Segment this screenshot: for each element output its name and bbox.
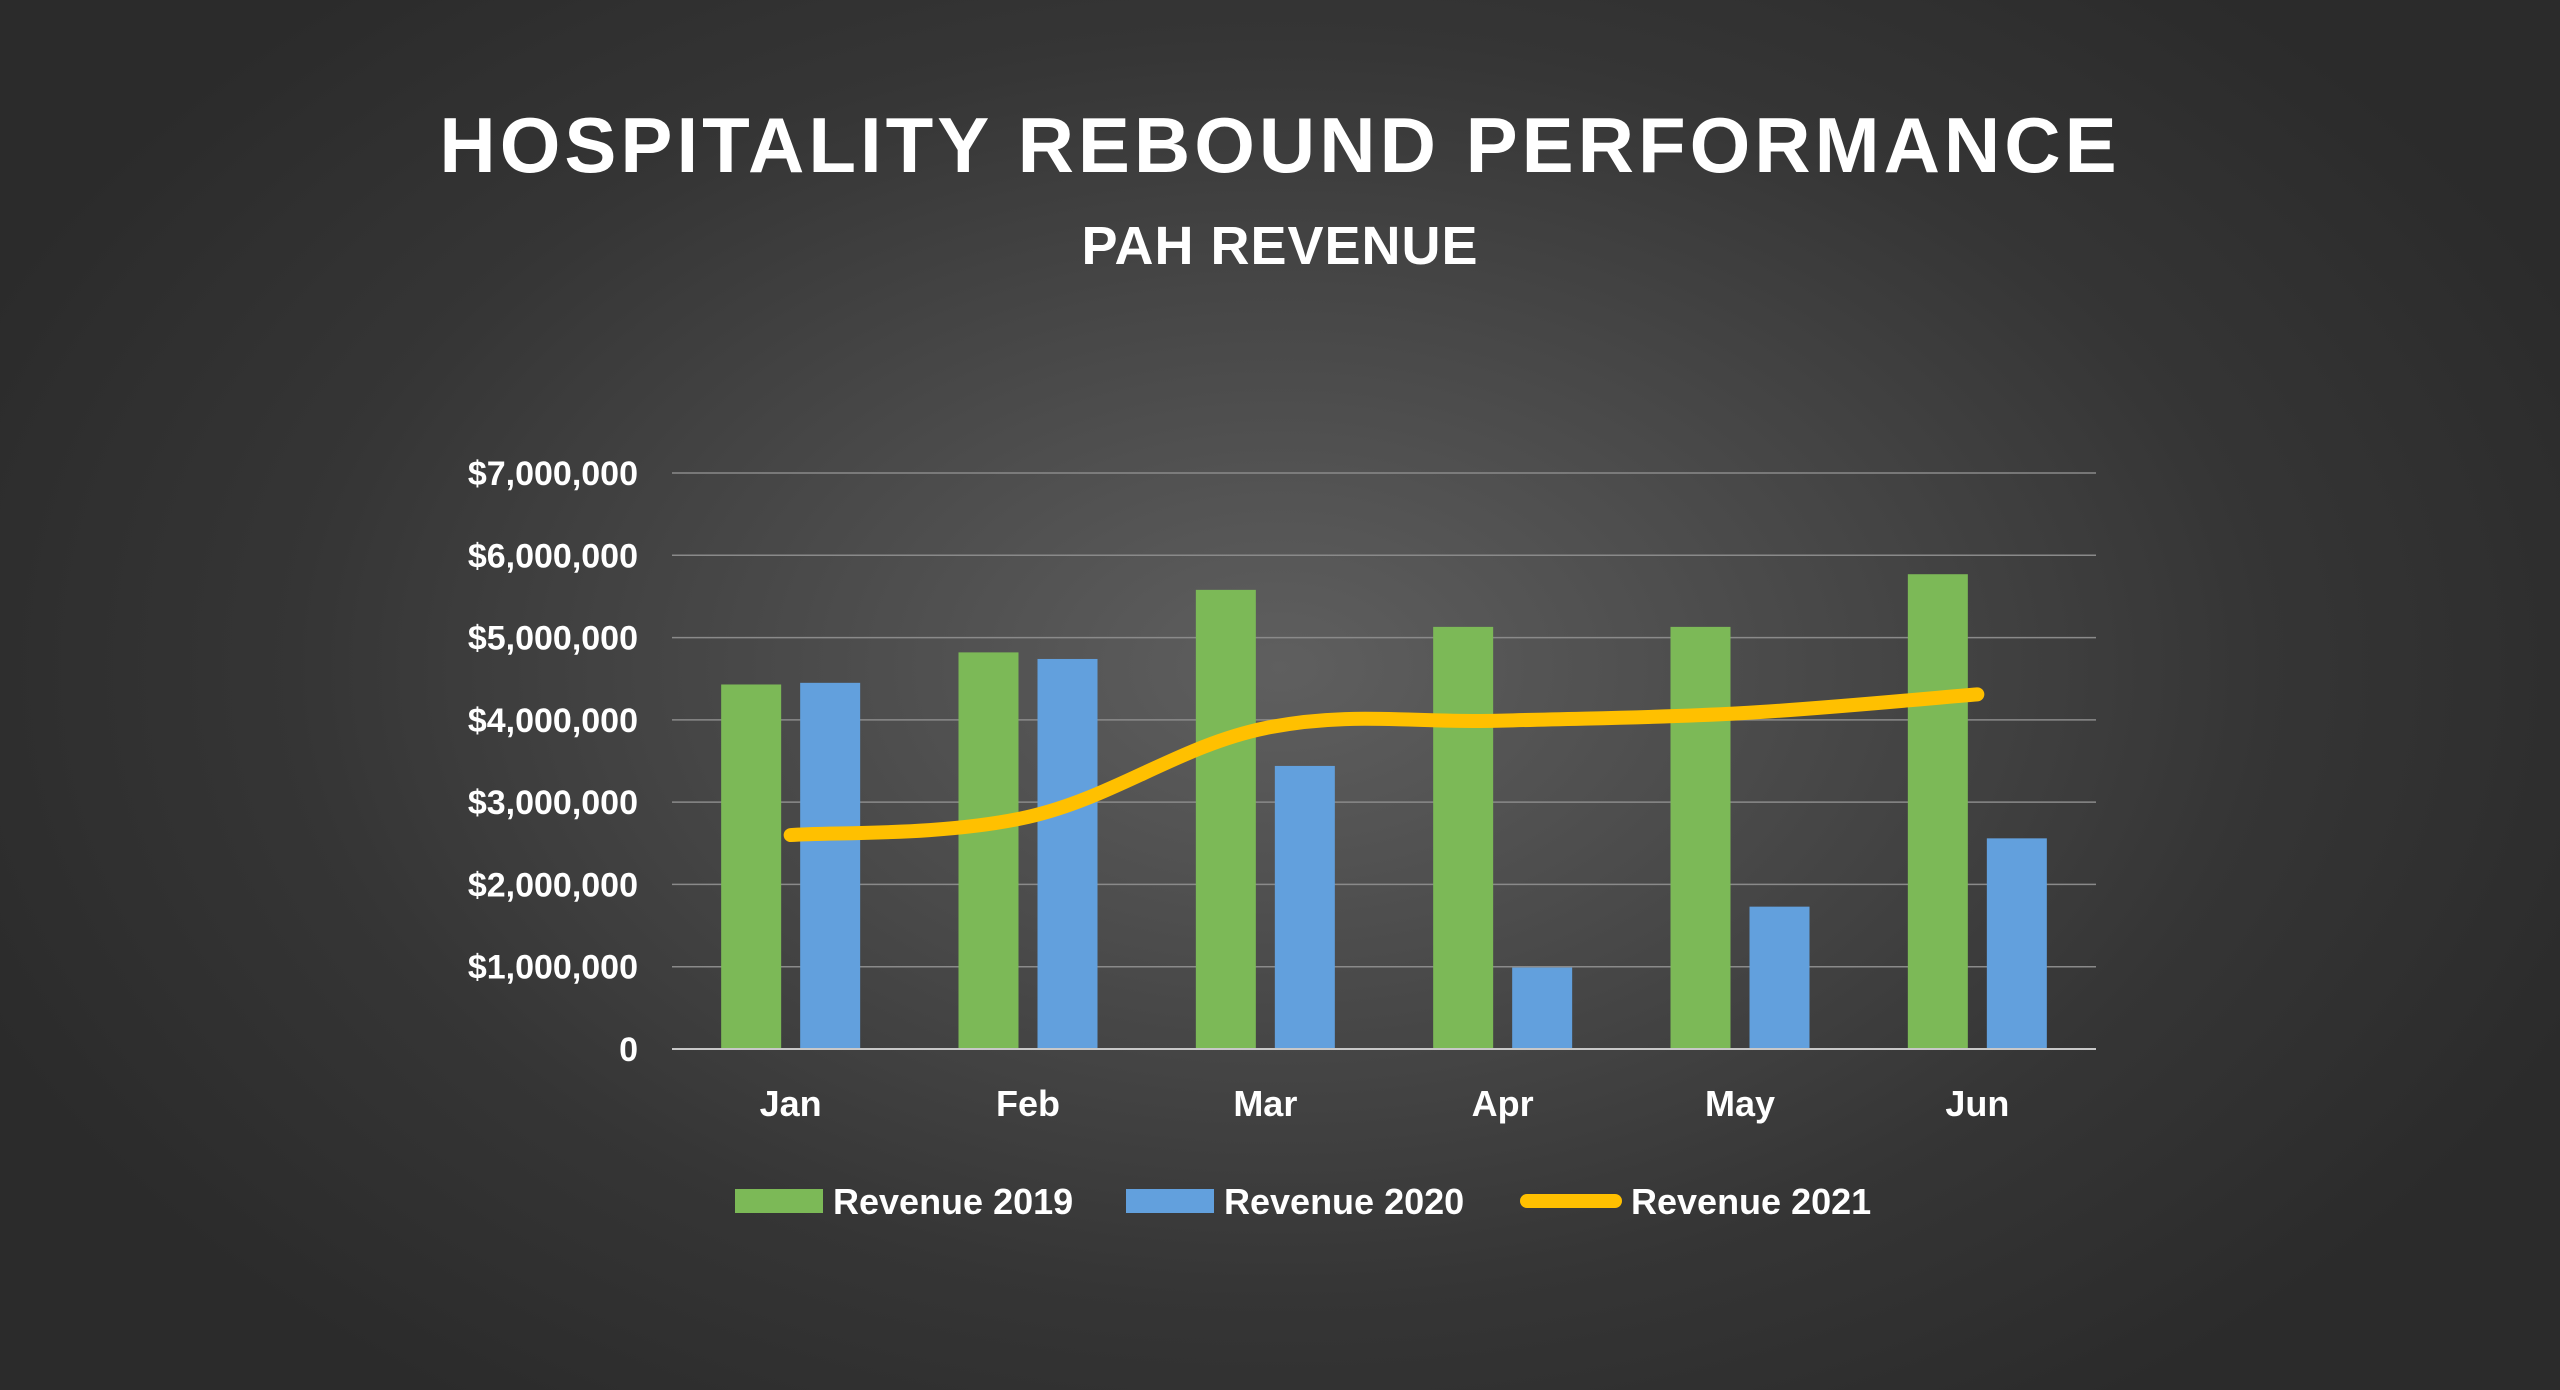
y-tick-label: $2,000,000 [468, 866, 638, 904]
bar-revenue-2020-jun [1986, 838, 2047, 1049]
legend-label-revenue-2020: Revenue 2020 [1224, 1181, 1464, 1222]
y-tick-label: 0 [619, 1031, 638, 1069]
chart-subtitle: PAH REVENUE [1081, 216, 1479, 276]
x-tick-label: May [1705, 1083, 1775, 1124]
legend-swatch-revenue-2020 [1126, 1189, 1214, 1213]
legend-label-revenue-2021: Revenue 2021 [1631, 1181, 1871, 1222]
x-tick-label: Feb [996, 1083, 1060, 1124]
legend-swatch-revenue-2019 [735, 1189, 823, 1213]
x-tick-label: Mar [1233, 1083, 1297, 1124]
x-tick-label: Apr [1472, 1083, 1534, 1124]
y-tick-label: $5,000,000 [468, 620, 638, 658]
bar-revenue-2019-apr [1433, 626, 1494, 1049]
x-tick-label: Jun [1945, 1083, 2009, 1124]
gridlines [672, 472, 2096, 968]
bars [721, 574, 2047, 1049]
bar-revenue-2020-may [1749, 906, 1810, 1049]
bar-revenue-2020-mar [1274, 765, 1335, 1049]
y-tick-label: $7,000,000 [468, 455, 638, 493]
bar-revenue-2019-jun [1907, 574, 1968, 1049]
bar-revenue-2019-feb [958, 652, 1019, 1049]
y-tick-label: $1,000,000 [468, 949, 638, 987]
bar-revenue-2020-jan [800, 682, 861, 1049]
bar-revenue-2020-feb [1037, 658, 1098, 1049]
bar-revenue-2019-mar [1195, 589, 1256, 1049]
y-axis: 0 $1,000,000 $2,000,000 $3,000,000 $4,000,00… [468, 455, 638, 1069]
y-tick-label: $6,000,000 [468, 537, 638, 575]
line-revenue-2021 [783, 687, 1985, 843]
y-tick-label: $4,000,000 [468, 702, 638, 740]
line-series [783, 687, 1985, 843]
y-tick-label: $3,000,000 [468, 784, 638, 822]
chart-title: HOSPITALITY REBOUND PERFORMANCE [439, 101, 2121, 189]
bar-revenue-2020-apr [1512, 967, 1573, 1049]
legend-label-revenue-2019: Revenue 2019 [833, 1181, 1073, 1222]
bar-revenue-2019-jan [721, 684, 782, 1049]
legend: Revenue 2019 Revenue 2020 Revenue 2021 [735, 1181, 1871, 1222]
x-tick-label: Jan [760, 1083, 822, 1124]
x-axis-labels: Jan Feb Mar Apr May Jun [760, 1083, 2010, 1124]
bar-revenue-2019-may [1670, 626, 1731, 1049]
